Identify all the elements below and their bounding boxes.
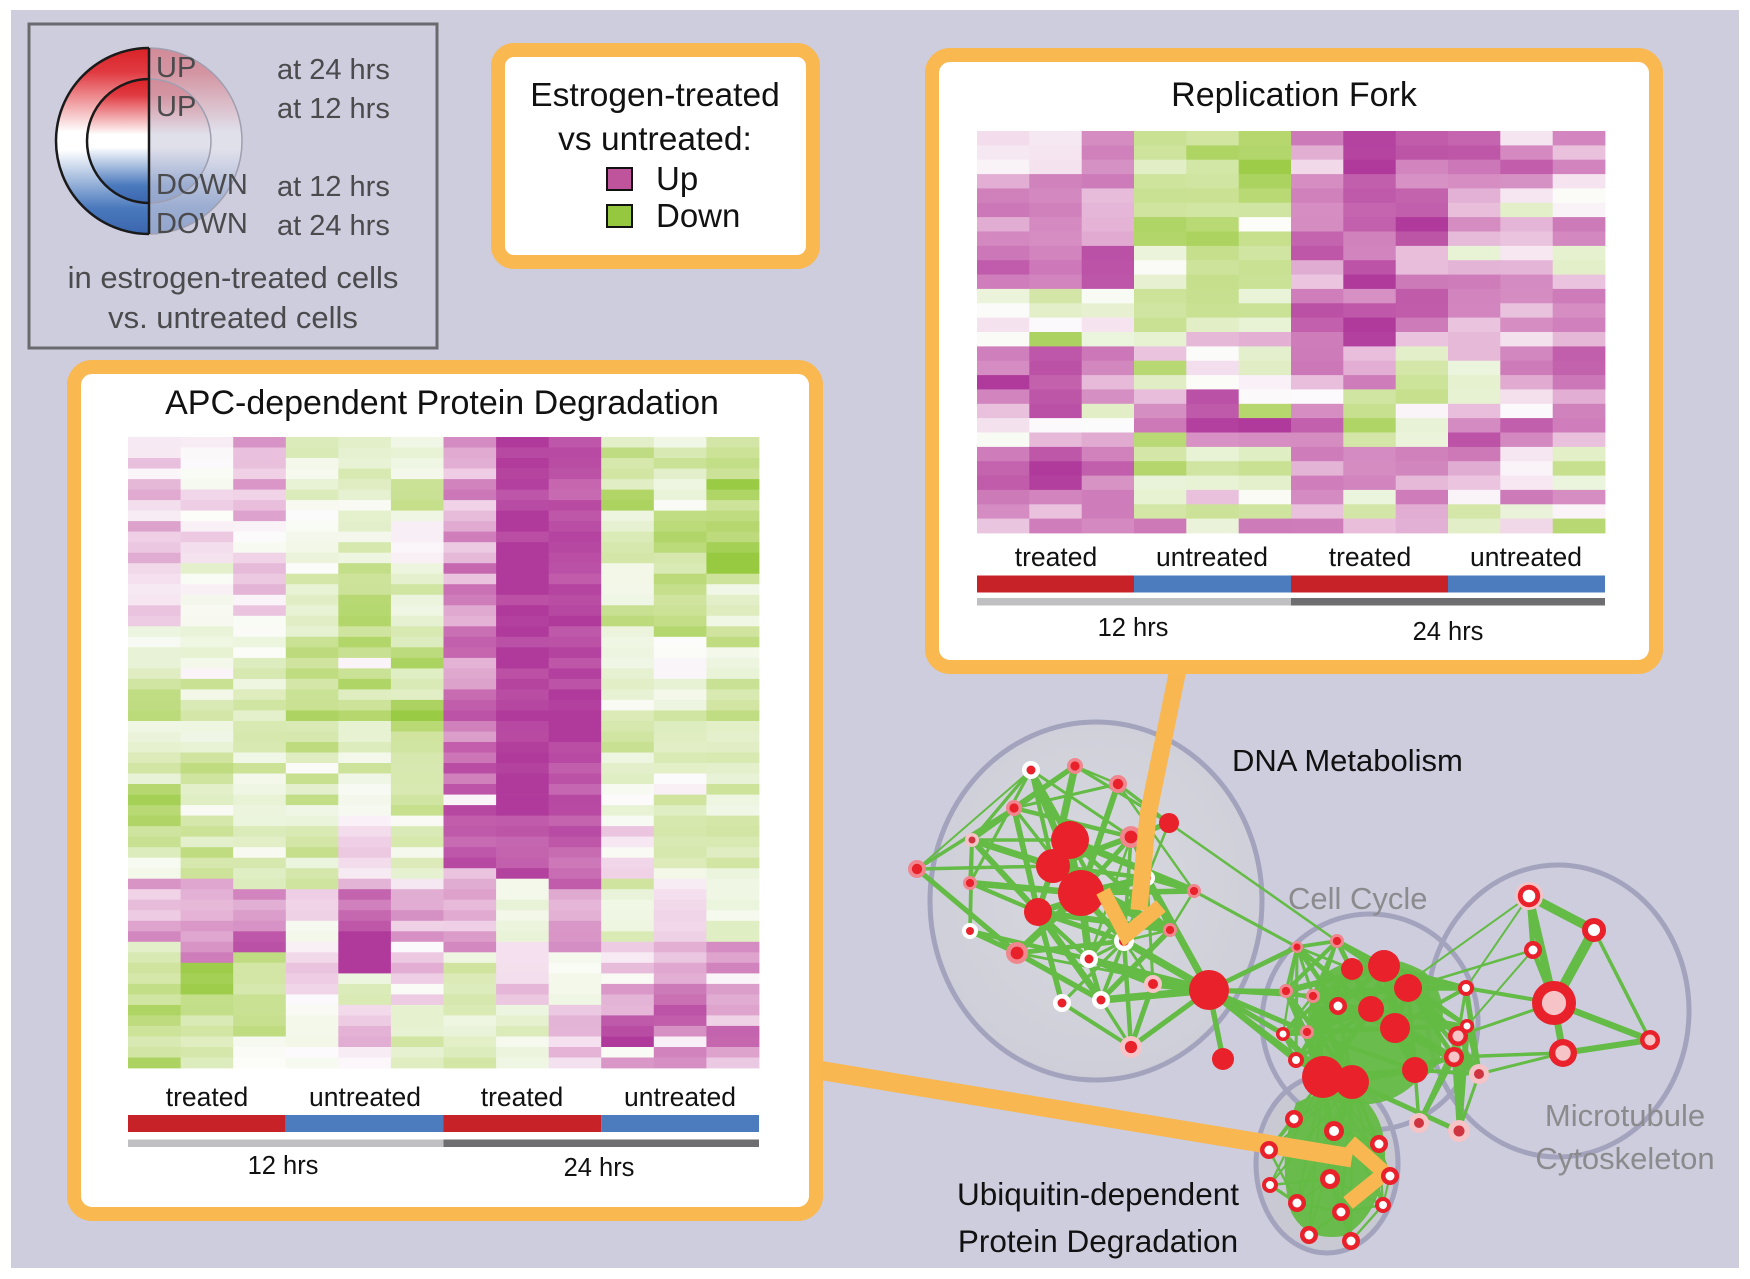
svg-text:Up: Up [656, 160, 698, 197]
svg-text:DNA Metabolism: DNA Metabolism [1232, 743, 1463, 778]
svg-text:Ubiquitin-dependent: Ubiquitin-dependent [957, 1176, 1239, 1212]
svg-text:vs. untreated cells: vs. untreated cells [108, 300, 358, 335]
svg-text:treated: treated [1329, 542, 1412, 572]
svg-text:treated: treated [481, 1082, 564, 1112]
svg-text:UP: UP [156, 91, 196, 123]
svg-text:APC-dependent Protein Degradat: APC-dependent Protein Degradation [165, 384, 719, 422]
svg-text:Microtubule: Microtubule [1545, 1098, 1705, 1133]
svg-text:at 12 hrs: at 12 hrs [277, 93, 390, 125]
svg-text:Cell Cycle: Cell Cycle [1288, 881, 1428, 916]
svg-text:at 12 hrs: at 12 hrs [277, 171, 390, 203]
svg-text:Cytoskeleton: Cytoskeleton [1535, 1141, 1714, 1176]
svg-text:12 hrs: 12 hrs [248, 1152, 319, 1180]
svg-text:Estrogen-treated: Estrogen-treated [530, 77, 780, 114]
svg-text:treated: treated [166, 1082, 249, 1112]
svg-text:Replication Fork: Replication Fork [1171, 76, 1418, 114]
svg-text:12 hrs: 12 hrs [1098, 614, 1169, 642]
svg-text:24 hrs: 24 hrs [564, 1154, 635, 1182]
svg-text:at 24 hrs: at 24 hrs [277, 54, 390, 86]
svg-text:Protein Degradation: Protein Degradation [958, 1223, 1238, 1259]
svg-text:untreated: untreated [1156, 542, 1268, 572]
svg-text:24 hrs: 24 hrs [1413, 618, 1484, 646]
svg-text:vs untreated:: vs untreated: [558, 121, 752, 158]
svg-text:UP: UP [156, 52, 196, 84]
svg-text:at 24 hrs: at 24 hrs [277, 210, 390, 242]
svg-text:in estrogen-treated cells: in estrogen-treated cells [68, 260, 399, 295]
svg-text:untreated: untreated [1470, 542, 1582, 572]
svg-text:untreated: untreated [309, 1082, 421, 1112]
svg-text:DOWN: DOWN [156, 208, 248, 240]
svg-text:untreated: untreated [624, 1082, 736, 1112]
svg-text:Down: Down [656, 197, 740, 234]
svg-text:treated: treated [1015, 542, 1098, 572]
svg-text:DOWN: DOWN [156, 169, 248, 201]
